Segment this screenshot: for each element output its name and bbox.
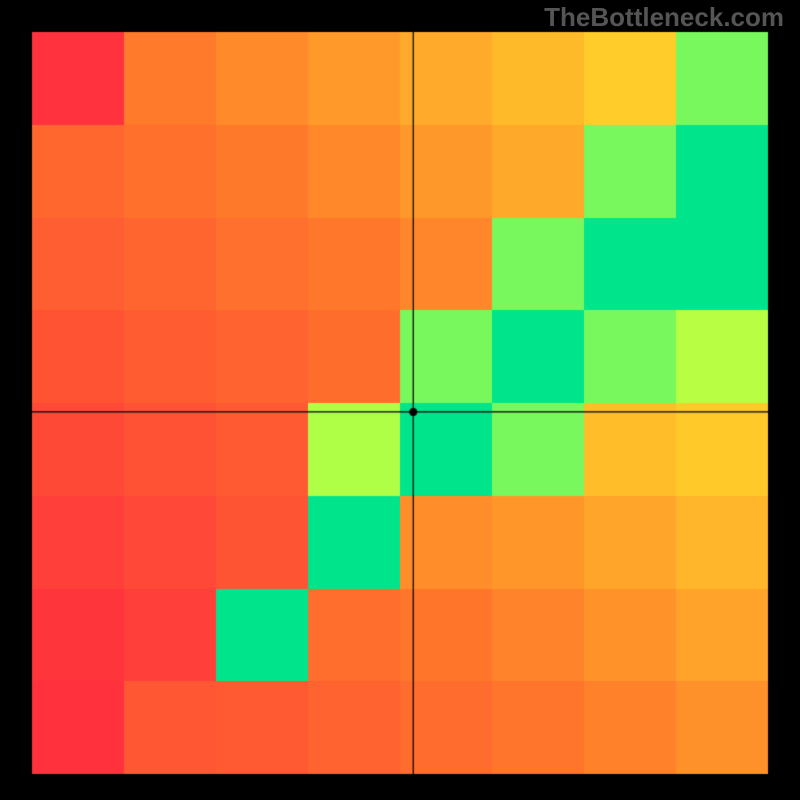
bottleneck-heatmap <box>0 0 800 800</box>
watermark-label: TheBottleneck.com <box>544 2 784 33</box>
chart-container: TheBottleneck.com <box>0 0 800 800</box>
